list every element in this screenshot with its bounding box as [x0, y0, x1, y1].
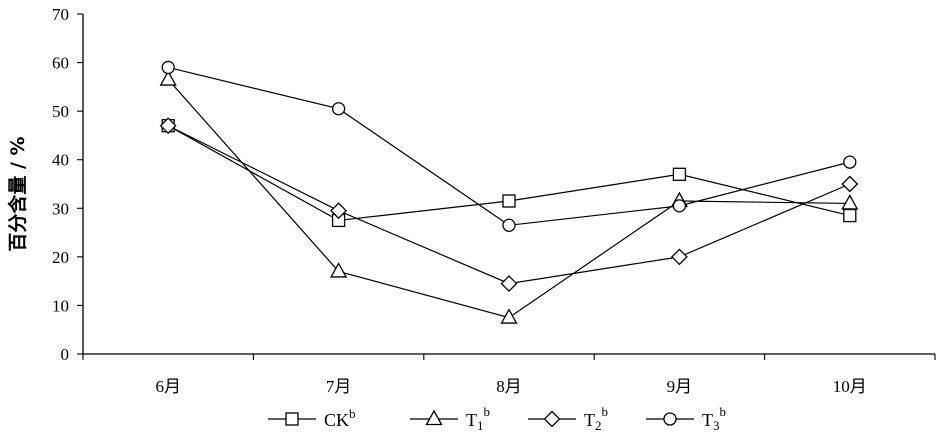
legend-item: T3b [646, 404, 726, 433]
legend-item: CKb [268, 406, 356, 430]
square-marker [502, 194, 516, 208]
legend-item: T2b [528, 404, 608, 433]
series-layer [159, 60, 859, 324]
triangle-marker [329, 262, 348, 278]
x-tick-label: 9月 [667, 377, 693, 396]
diamond-marker [841, 175, 859, 193]
x-tick-label: 6月 [155, 377, 181, 396]
y-tick-label: 20 [52, 248, 69, 267]
circle-marker [161, 60, 175, 75]
circle-marker [843, 155, 857, 169]
series-t3 [161, 60, 857, 232]
diamond-marker [543, 410, 561, 428]
legend-label: T2b [584, 404, 608, 433]
x-tick-label: 10月 [833, 377, 867, 396]
y-tick-label: 10 [52, 296, 69, 315]
x-tick-label: 7月 [326, 377, 352, 396]
axes: 0 10 20 30 40 50 60 70 6月 7月 8月 9月 10月 [52, 5, 936, 396]
square-marker [672, 167, 687, 181]
y-tick-label: 70 [52, 5, 69, 24]
legend: CKb T1b T2b T3b [268, 404, 726, 433]
x-tick-label: 8月 [496, 377, 522, 396]
y-tick-label: 60 [52, 54, 69, 73]
y-tick-label: 50 [52, 102, 69, 121]
legend-label: T3b [702, 404, 726, 433]
diamond-marker [500, 275, 518, 292]
diamond-marker [670, 248, 688, 266]
square-marker [285, 412, 299, 426]
series-t2 [159, 117, 859, 292]
diamond-marker [330, 202, 348, 220]
triangle-marker [425, 409, 443, 426]
y-tick-label: 30 [52, 199, 69, 218]
legend-label: CKb [324, 406, 356, 430]
y-axis-label: 百分含量 / % [6, 136, 29, 251]
circle-marker [663, 412, 677, 426]
triangle-marker [841, 194, 859, 210]
circle-marker [672, 199, 687, 213]
y-tick-label: 40 [52, 151, 69, 170]
triangle-marker [159, 70, 177, 86]
legend-label: T1b [466, 404, 490, 433]
y-tick-label: 0 [61, 345, 70, 364]
circle-marker [331, 102, 346, 116]
triangle-marker [500, 308, 518, 324]
legend-item: T1b [410, 404, 490, 433]
square-marker [843, 208, 857, 223]
series-ck [161, 119, 857, 228]
diamond-marker [159, 117, 177, 135]
circle-marker [502, 218, 516, 232]
